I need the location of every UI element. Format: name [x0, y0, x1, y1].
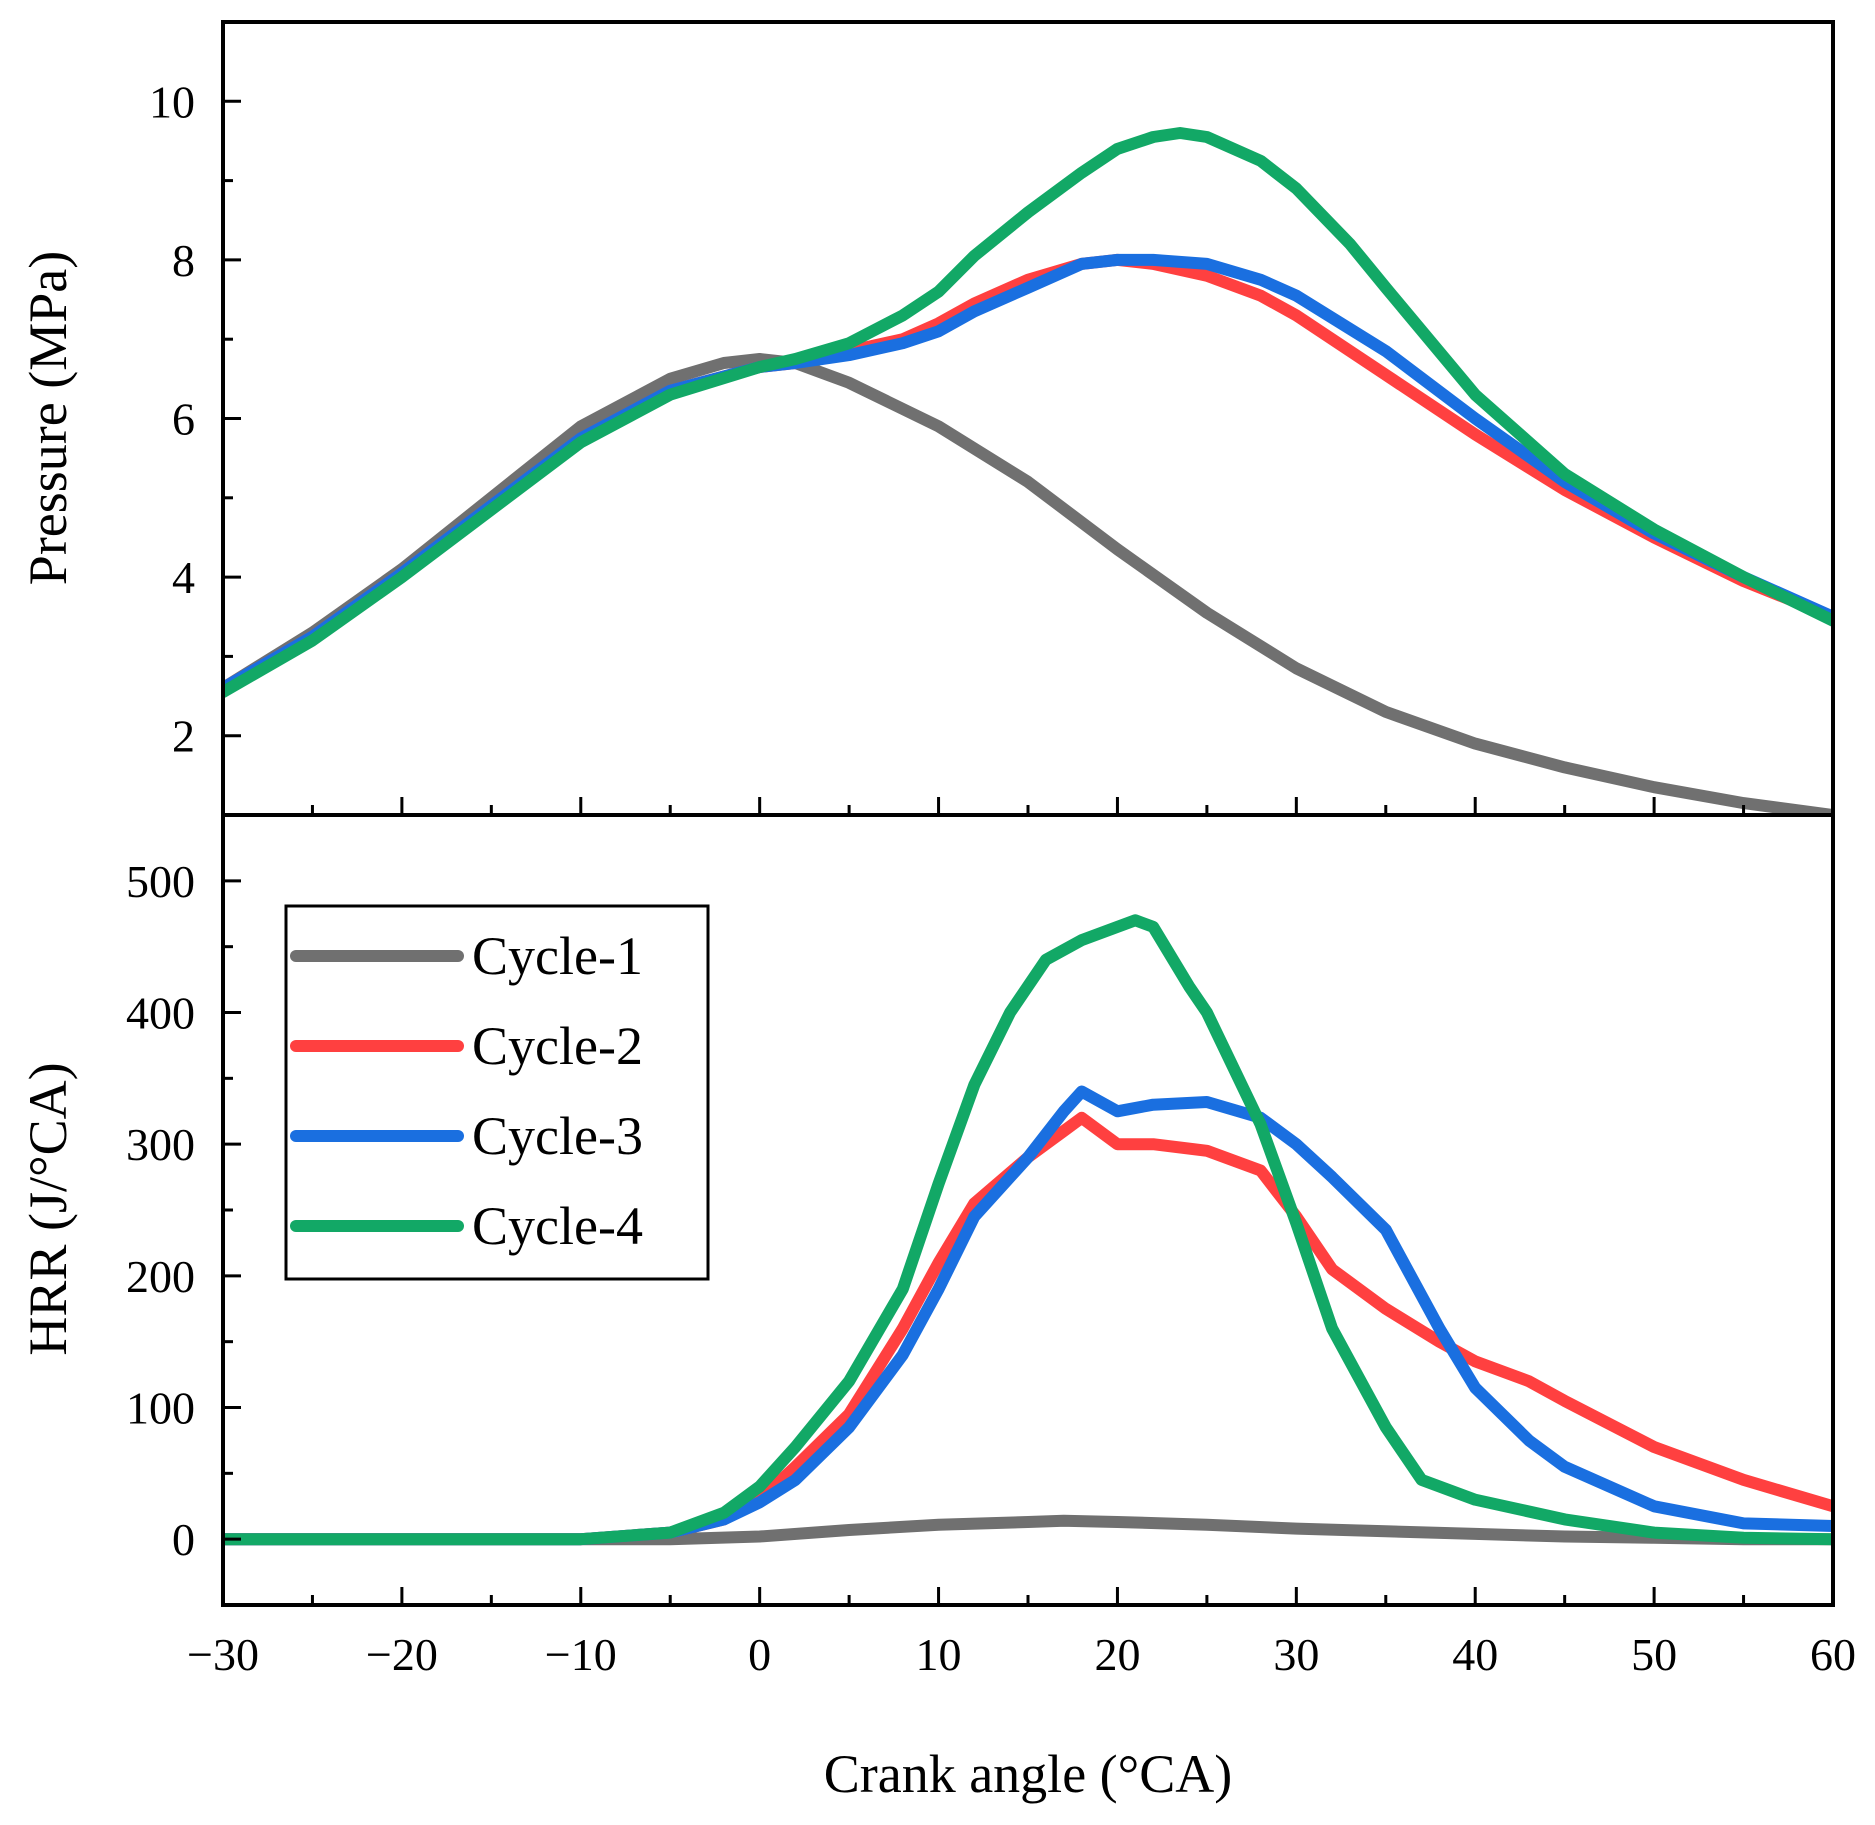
- pressure-line-cycle-2: [223, 253, 1833, 695]
- hrr-series-group: [223, 914, 1833, 1546]
- pressure-y-axis-label: Pressure (MPa): [18, 251, 78, 585]
- hrr-line-cycle-4: [223, 914, 1833, 1546]
- x-tick-label: 60: [1810, 1629, 1856, 1680]
- legend-label-cycle-4: Cycle-4: [472, 1196, 643, 1256]
- hrr-y-tick-label: 200: [126, 1251, 195, 1302]
- legend-label-cycle-3: Cycle-3: [472, 1106, 643, 1166]
- x-tick-label: −30: [187, 1629, 259, 1680]
- hrr-y-axis-label: HRR (J/°CA): [18, 1062, 78, 1355]
- x-tick-label: 40: [1452, 1629, 1498, 1680]
- pressure-y-tick-label: 2: [172, 711, 195, 762]
- pressure-y-tick-label: 8: [172, 235, 195, 286]
- hrr-y-tick-label: 500: [126, 856, 195, 907]
- pressure-line-cycle-4: [223, 127, 1833, 699]
- hrr-line-cycle-1: [223, 1514, 1833, 1546]
- pressure-plot-frame: [221, 20, 1835, 817]
- hrr-y-tick-label: 100: [126, 1383, 195, 1434]
- pressure-y-tick-label: 4: [172, 552, 195, 603]
- x-tick-label: 20: [1094, 1629, 1140, 1680]
- legend-label-cycle-2: Cycle-2: [472, 1016, 643, 1076]
- legend-label-cycle-1: Cycle-1: [472, 926, 643, 986]
- hrr-y-tick-label: 0: [172, 1514, 195, 1565]
- legend: Cycle-1 Cycle-2 Cycle-3 Cycle-4: [284, 904, 710, 1281]
- x-tick-label: 0: [748, 1629, 771, 1680]
- pressure-y-tick-label: 6: [172, 394, 195, 445]
- x-tick-label: 30: [1273, 1629, 1319, 1680]
- x-axis-label: Crank angle (°CA): [824, 1744, 1232, 1804]
- x-tick-label: −10: [545, 1629, 617, 1680]
- hrr-y-tick-label: 400: [126, 988, 195, 1039]
- pressure-line-cycle-1: [223, 353, 1833, 815]
- x-tick-label: 10: [916, 1629, 962, 1680]
- legend-box: [284, 904, 710, 1281]
- pressure-y-tick-label: 10: [149, 76, 195, 127]
- hrr-line-cycle-3: [223, 1085, 1833, 1546]
- x-tick-label: −20: [366, 1629, 438, 1680]
- hrr-y-tick-label: 300: [126, 1119, 195, 1170]
- legend-entries: Cycle-1 Cycle-2 Cycle-3 Cycle-4: [290, 926, 643, 1256]
- pressure-line-cycle-3: [223, 253, 1833, 695]
- x-tick-label: 50: [1631, 1629, 1677, 1680]
- pressure-series-group: [223, 127, 1833, 815]
